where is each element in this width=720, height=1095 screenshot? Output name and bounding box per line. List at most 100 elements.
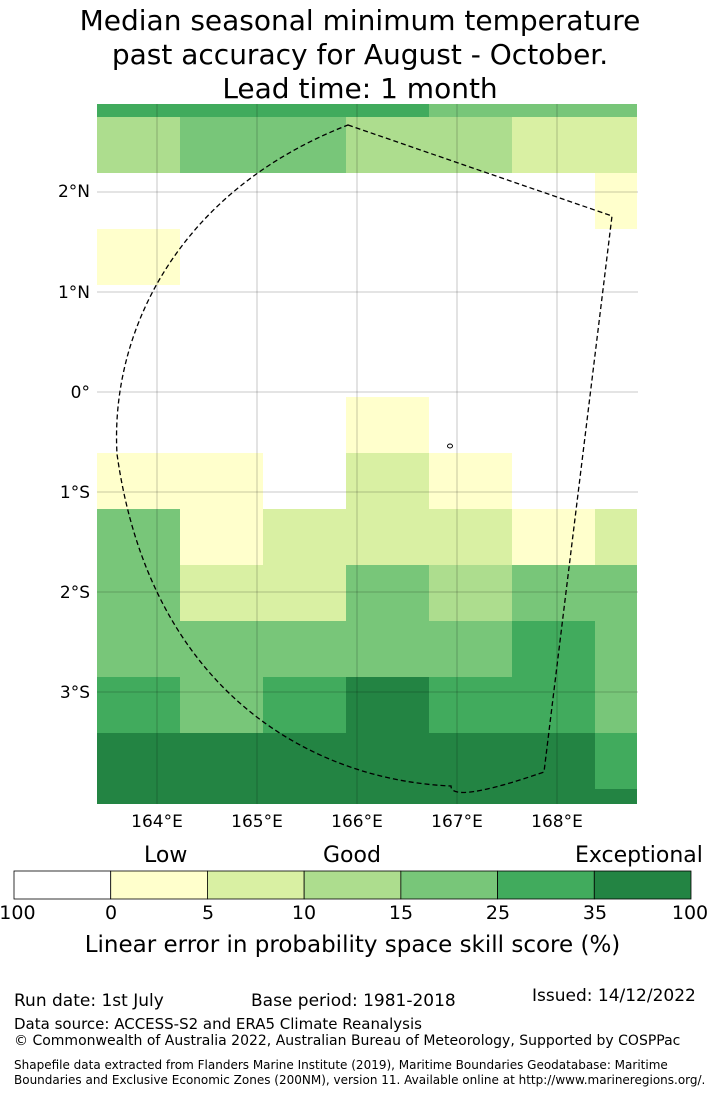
colorbar-tick-label: 100 [671,902,709,924]
skill-cell [97,677,180,733]
skill-cell [346,733,429,789]
skill-cell [346,453,429,509]
skill-cell [97,453,180,509]
skill-cell [346,677,429,733]
island-marker [447,443,453,449]
x-tick-label: 168°E [531,812,583,832]
skill-cell [180,565,263,621]
gridlines [97,104,638,804]
colorbar-segment [13,870,112,900]
skill-cell [263,565,346,621]
colorbar-segment [303,870,402,900]
colorbar [13,870,692,900]
category-label-good: Good [323,843,381,868]
category-label-exceptional: Exceptional [575,843,703,868]
skill-cell [346,565,429,621]
skill-cell [263,789,346,804]
skill-cell [97,621,180,677]
title-line-2: past accuracy for August - October. [111,38,609,71]
skill-cell [263,104,346,117]
skill-cell [595,509,637,565]
shapefile-credit-line-2: Boundaries and Exclusive Economic Zones … [14,1073,706,1087]
skill-cell [97,733,180,789]
skill-cell [512,789,595,804]
eez-boundary [115,124,613,794]
skill-cell [595,733,637,789]
x-tick-label: 166°E [331,812,383,832]
skill-cell [512,104,595,117]
colorbar-segment [400,870,498,900]
skill-cell [263,509,346,565]
skill-cell [429,104,512,117]
skill-cell [512,621,595,677]
colorbar-segment [110,870,208,900]
title-line-1: Median seasonal minimum temperature [79,4,641,37]
skill-cell [263,733,346,789]
colorbar-segment [593,870,692,900]
category-label-low: Low [144,843,188,868]
skill-cell [97,565,180,621]
y-tick-label: 0° [70,383,90,403]
skill-cell [346,789,429,804]
skill-cell [97,509,180,565]
skill-cells [97,104,637,804]
data-source: Data source: ACCESS-S2 and ERA5 Climate … [14,1015,422,1033]
skill-cell [346,509,429,565]
colorbar-tick-label: 25 [485,902,511,924]
skill-map [97,104,638,804]
skill-cell [180,509,263,565]
y-tick-label: 1°S [59,483,90,503]
skill-cell [429,621,512,677]
colorbar-segment [207,870,305,900]
skill-cell [97,229,180,285]
colorbar-segment [497,870,595,900]
colorbar-tick-label: 35 [582,902,608,924]
skill-cell [512,509,595,565]
run-date: Run date: 1st July [14,991,164,1011]
y-tick-label: 2°S [59,583,90,603]
skill-cell [429,117,512,173]
skill-cell [180,453,263,509]
skill-cell [346,104,429,117]
skill-cell [263,621,346,677]
skill-cell [595,677,637,733]
skill-cell [429,789,512,804]
skill-cell [429,453,512,509]
skill-cell [180,117,263,173]
skill-cell [346,117,429,173]
skill-cell [180,104,263,117]
skill-cell [429,565,512,621]
skill-cell [429,677,512,733]
skill-cell [512,117,595,173]
skill-cell [180,621,263,677]
skill-cell [595,565,637,621]
skill-cell [595,789,637,804]
skill-cell [512,677,595,733]
skill-cell [595,117,637,173]
colorbar-tick-label: 5 [201,902,215,924]
shapefile-credit-line-1: Shapefile data extracted from Flanders M… [14,1058,668,1072]
skill-cell [346,621,429,677]
colorbar-tick-label: 10 [291,902,317,924]
skill-cell [180,733,263,789]
issued-date: Issued: 14/12/2022 [532,986,696,1006]
copyright: © Commonwealth of Australia 2022, Austra… [14,1033,681,1049]
skill-cell [429,733,512,789]
x-tick-label: 165°E [231,812,283,832]
colorbar-tick-label: -100 [0,902,36,924]
x-tick-label: 164°E [131,812,183,832]
x-tick-label: 167°E [431,812,483,832]
skill-cell [512,733,595,789]
skill-cell [97,789,180,804]
colorbar-tick-label: 15 [388,902,414,924]
colorbar-tick-label: 0 [104,902,118,924]
skill-cell [595,621,637,677]
skill-cell [429,509,512,565]
skill-cell [346,397,429,453]
base-period: Base period: 1981-2018 [251,991,456,1011]
skill-cell [263,677,346,733]
skill-cell [180,789,263,804]
skill-cell [595,173,637,229]
skill-cell [512,565,595,621]
skill-cell [595,104,637,117]
